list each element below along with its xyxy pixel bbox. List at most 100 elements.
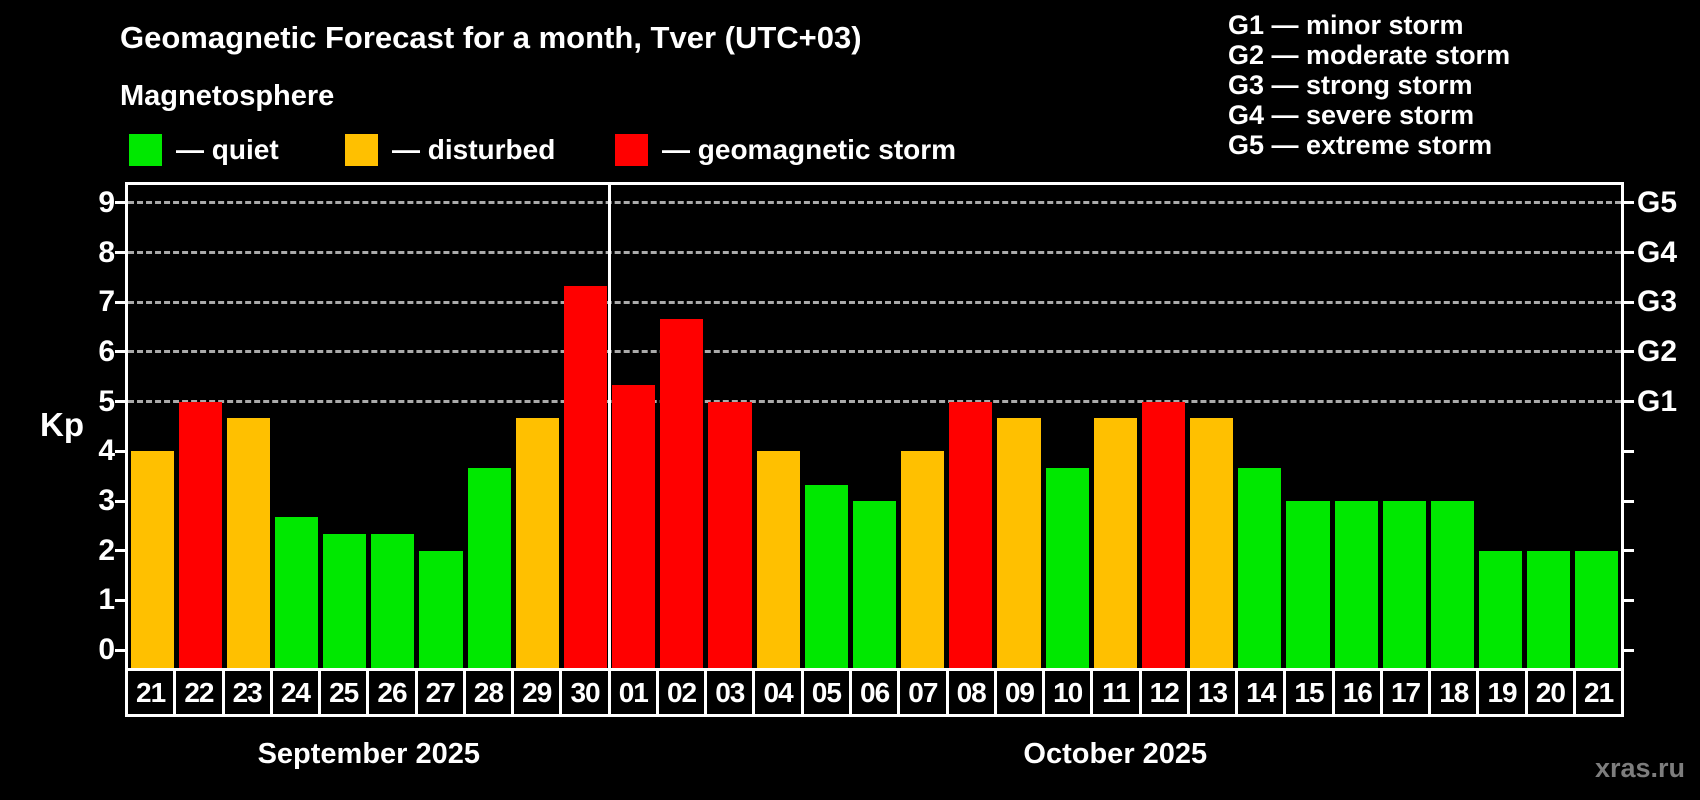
y-axis-tick bbox=[115, 598, 125, 602]
kp-bar bbox=[226, 418, 270, 668]
y-axis-tick-label: 3 bbox=[98, 484, 115, 518]
day-label: 09 bbox=[993, 671, 1042, 714]
g-axis-label-g1: G1 bbox=[1637, 384, 1678, 418]
day-label: 02 bbox=[655, 671, 704, 714]
chart-subtitle: Magnetosphere bbox=[120, 80, 335, 112]
legend-label-quiet: — quiet bbox=[176, 134, 279, 165]
kp-bar bbox=[515, 418, 559, 668]
right-axis-tick bbox=[1624, 400, 1634, 404]
y-axis-tick-label: 1 bbox=[98, 583, 115, 617]
disturbed-swatch-icon bbox=[345, 134, 378, 166]
kp-bar bbox=[1527, 550, 1571, 668]
legend-label-storm: — geomagnetic storm bbox=[662, 134, 957, 165]
kp-bar bbox=[1575, 550, 1619, 668]
kp-bar bbox=[1430, 501, 1474, 668]
day-label: 16 bbox=[1331, 671, 1380, 714]
kp-bar bbox=[804, 484, 848, 668]
right-axis-tick bbox=[1624, 499, 1634, 503]
right-axis-tick bbox=[1624, 350, 1634, 354]
kp-bar bbox=[1190, 418, 1234, 668]
day-label: 17 bbox=[1379, 671, 1428, 714]
kp-bar bbox=[274, 517, 319, 668]
g-axis-label-g2: G2 bbox=[1637, 334, 1678, 368]
month-label-september: September 2025 bbox=[257, 738, 481, 770]
month-label-october: October 2025 bbox=[1023, 738, 1208, 770]
g-scale-line-g1: G1 — minor storm bbox=[1228, 10, 1464, 40]
day-label: 30 bbox=[559, 671, 607, 714]
y-axis-tick-label: 6 bbox=[98, 334, 115, 368]
legend-item-disturbed: — disturbed bbox=[345, 133, 555, 167]
y-axis-tick bbox=[115, 648, 125, 652]
day-label: 21 bbox=[1572, 671, 1621, 714]
day-label: 06 bbox=[848, 671, 897, 714]
day-label: 19 bbox=[1476, 671, 1524, 714]
day-label: 23 bbox=[221, 671, 270, 714]
kp-bar bbox=[901, 451, 945, 668]
y-axis-tick bbox=[115, 499, 125, 503]
day-label: 04 bbox=[752, 671, 800, 714]
y-axis-tick-label: 4 bbox=[98, 434, 115, 468]
kp-bar bbox=[178, 401, 222, 668]
right-axis-tick bbox=[1624, 300, 1634, 304]
day-label: 24 bbox=[269, 671, 318, 714]
kp-bar bbox=[1382, 501, 1426, 668]
kp-bar bbox=[660, 318, 704, 668]
day-label: 07 bbox=[897, 671, 945, 714]
g-scale-line-g2: G2 — moderate storm bbox=[1228, 40, 1511, 70]
g-scale-line-g4: G4 — severe storm bbox=[1228, 100, 1475, 130]
day-label: 05 bbox=[800, 671, 849, 714]
storm-swatch-icon bbox=[615, 134, 648, 166]
right-axis-tick bbox=[1624, 648, 1634, 652]
kp-bar bbox=[708, 401, 752, 668]
kp-bar bbox=[852, 501, 897, 668]
right-axis-tick bbox=[1624, 251, 1634, 255]
y-axis-tick bbox=[115, 400, 125, 404]
day-label: 15 bbox=[1283, 671, 1331, 714]
y-axis-tick-label: 2 bbox=[98, 533, 115, 567]
g-scale-line-g3: G3 — strong storm bbox=[1228, 70, 1473, 100]
kp-bar bbox=[756, 451, 800, 668]
day-label: 20 bbox=[1524, 671, 1573, 714]
day-label: 27 bbox=[414, 671, 463, 714]
right-axis-tick bbox=[1624, 598, 1634, 602]
kp-bar bbox=[612, 385, 656, 668]
right-axis-tick bbox=[1624, 201, 1634, 205]
day-label: 25 bbox=[318, 671, 366, 714]
kp-bar bbox=[1286, 501, 1330, 668]
kp-bar bbox=[130, 451, 174, 668]
gridline-kp5 bbox=[128, 400, 1621, 404]
day-label: 22 bbox=[173, 671, 221, 714]
kp-bar bbox=[997, 418, 1041, 668]
watermark: xras.ru bbox=[1594, 753, 1685, 783]
kp-bar bbox=[949, 401, 993, 668]
month-separator-line bbox=[608, 185, 612, 668]
day-label: 28 bbox=[462, 671, 511, 714]
legend-item-quiet: — quiet bbox=[129, 133, 279, 167]
kp-bar bbox=[1093, 418, 1137, 668]
day-label: 26 bbox=[366, 671, 414, 714]
day-label: 01 bbox=[607, 671, 656, 714]
kp-bar bbox=[323, 534, 367, 668]
gridline-kp7 bbox=[128, 300, 1621, 304]
chart-title: Geomagnetic Forecast for a month, Tver (… bbox=[120, 20, 862, 55]
y-axis-tick-label: 7 bbox=[98, 285, 115, 319]
day-label: 29 bbox=[511, 671, 559, 714]
gridline-kp6 bbox=[128, 350, 1621, 354]
gridline-kp9 bbox=[128, 201, 1621, 205]
kp-bar bbox=[1141, 401, 1186, 668]
day-label: 10 bbox=[1042, 671, 1090, 714]
kp-bar bbox=[563, 285, 608, 668]
day-label: 13 bbox=[1186, 671, 1235, 714]
g-axis-label-g5: G5 bbox=[1637, 185, 1678, 219]
kp-bar bbox=[1334, 501, 1378, 668]
gridline-kp8 bbox=[128, 251, 1621, 255]
y-axis-tick bbox=[115, 549, 125, 553]
g-scale-line-g5: G5 — extreme storm bbox=[1228, 130, 1493, 160]
right-axis-tick bbox=[1624, 549, 1634, 553]
quiet-swatch-icon bbox=[129, 134, 162, 166]
y-axis-tick-label: 9 bbox=[98, 185, 115, 219]
day-label: 14 bbox=[1235, 671, 1283, 714]
g-axis-label-g4: G4 bbox=[1637, 235, 1678, 269]
legend-item-storm: — geomagnetic storm bbox=[615, 133, 956, 167]
